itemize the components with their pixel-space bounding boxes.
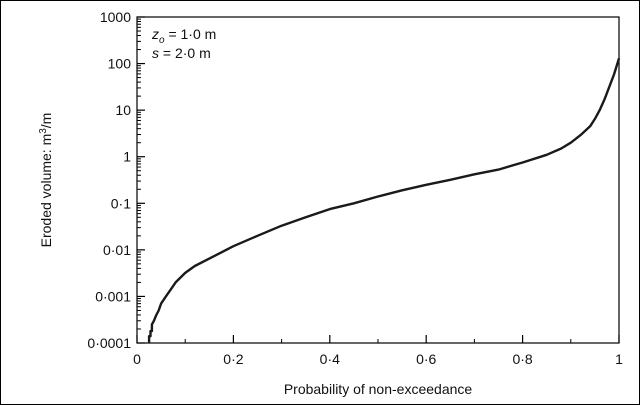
y-tick-label: 1000 — [100, 9, 131, 25]
x-tick-label: 0·2 — [223, 351, 243, 367]
x-tick-label: 1 — [615, 351, 623, 367]
annotation-z0: zo = 1·0 m — [151, 26, 216, 46]
x-tick-label: 0·6 — [416, 351, 436, 367]
annotation-s: s = 2·0 m — [152, 45, 211, 61]
x-axis: 0 0·2 0·4 0·6 0·8 1 — [133, 335, 623, 367]
y-tick-label: 100 — [108, 56, 132, 72]
y-tick-label: 1 — [123, 149, 131, 165]
y-tick-label: 0·01 — [103, 242, 131, 258]
y-axis-title: Eroded volume: m3/m — [38, 113, 54, 248]
series-line — [147, 57, 621, 343]
x-tick-label: 0 — [133, 351, 141, 367]
x-axis-title: Probability of non-exceedance — [284, 381, 473, 397]
y-tick-label: 10 — [115, 102, 131, 118]
y-tick-label: 0·001 — [95, 288, 131, 304]
y-tick-label: 0·1 — [111, 195, 131, 211]
y-axis: 0·0001 0·001 0·01 0·1 1 10 100 1000 — [87, 9, 145, 351]
x-tick-label: 0·8 — [512, 351, 532, 367]
x-tick-label: 0·4 — [320, 351, 340, 367]
y-tick-label: 0·0001 — [87, 335, 131, 351]
